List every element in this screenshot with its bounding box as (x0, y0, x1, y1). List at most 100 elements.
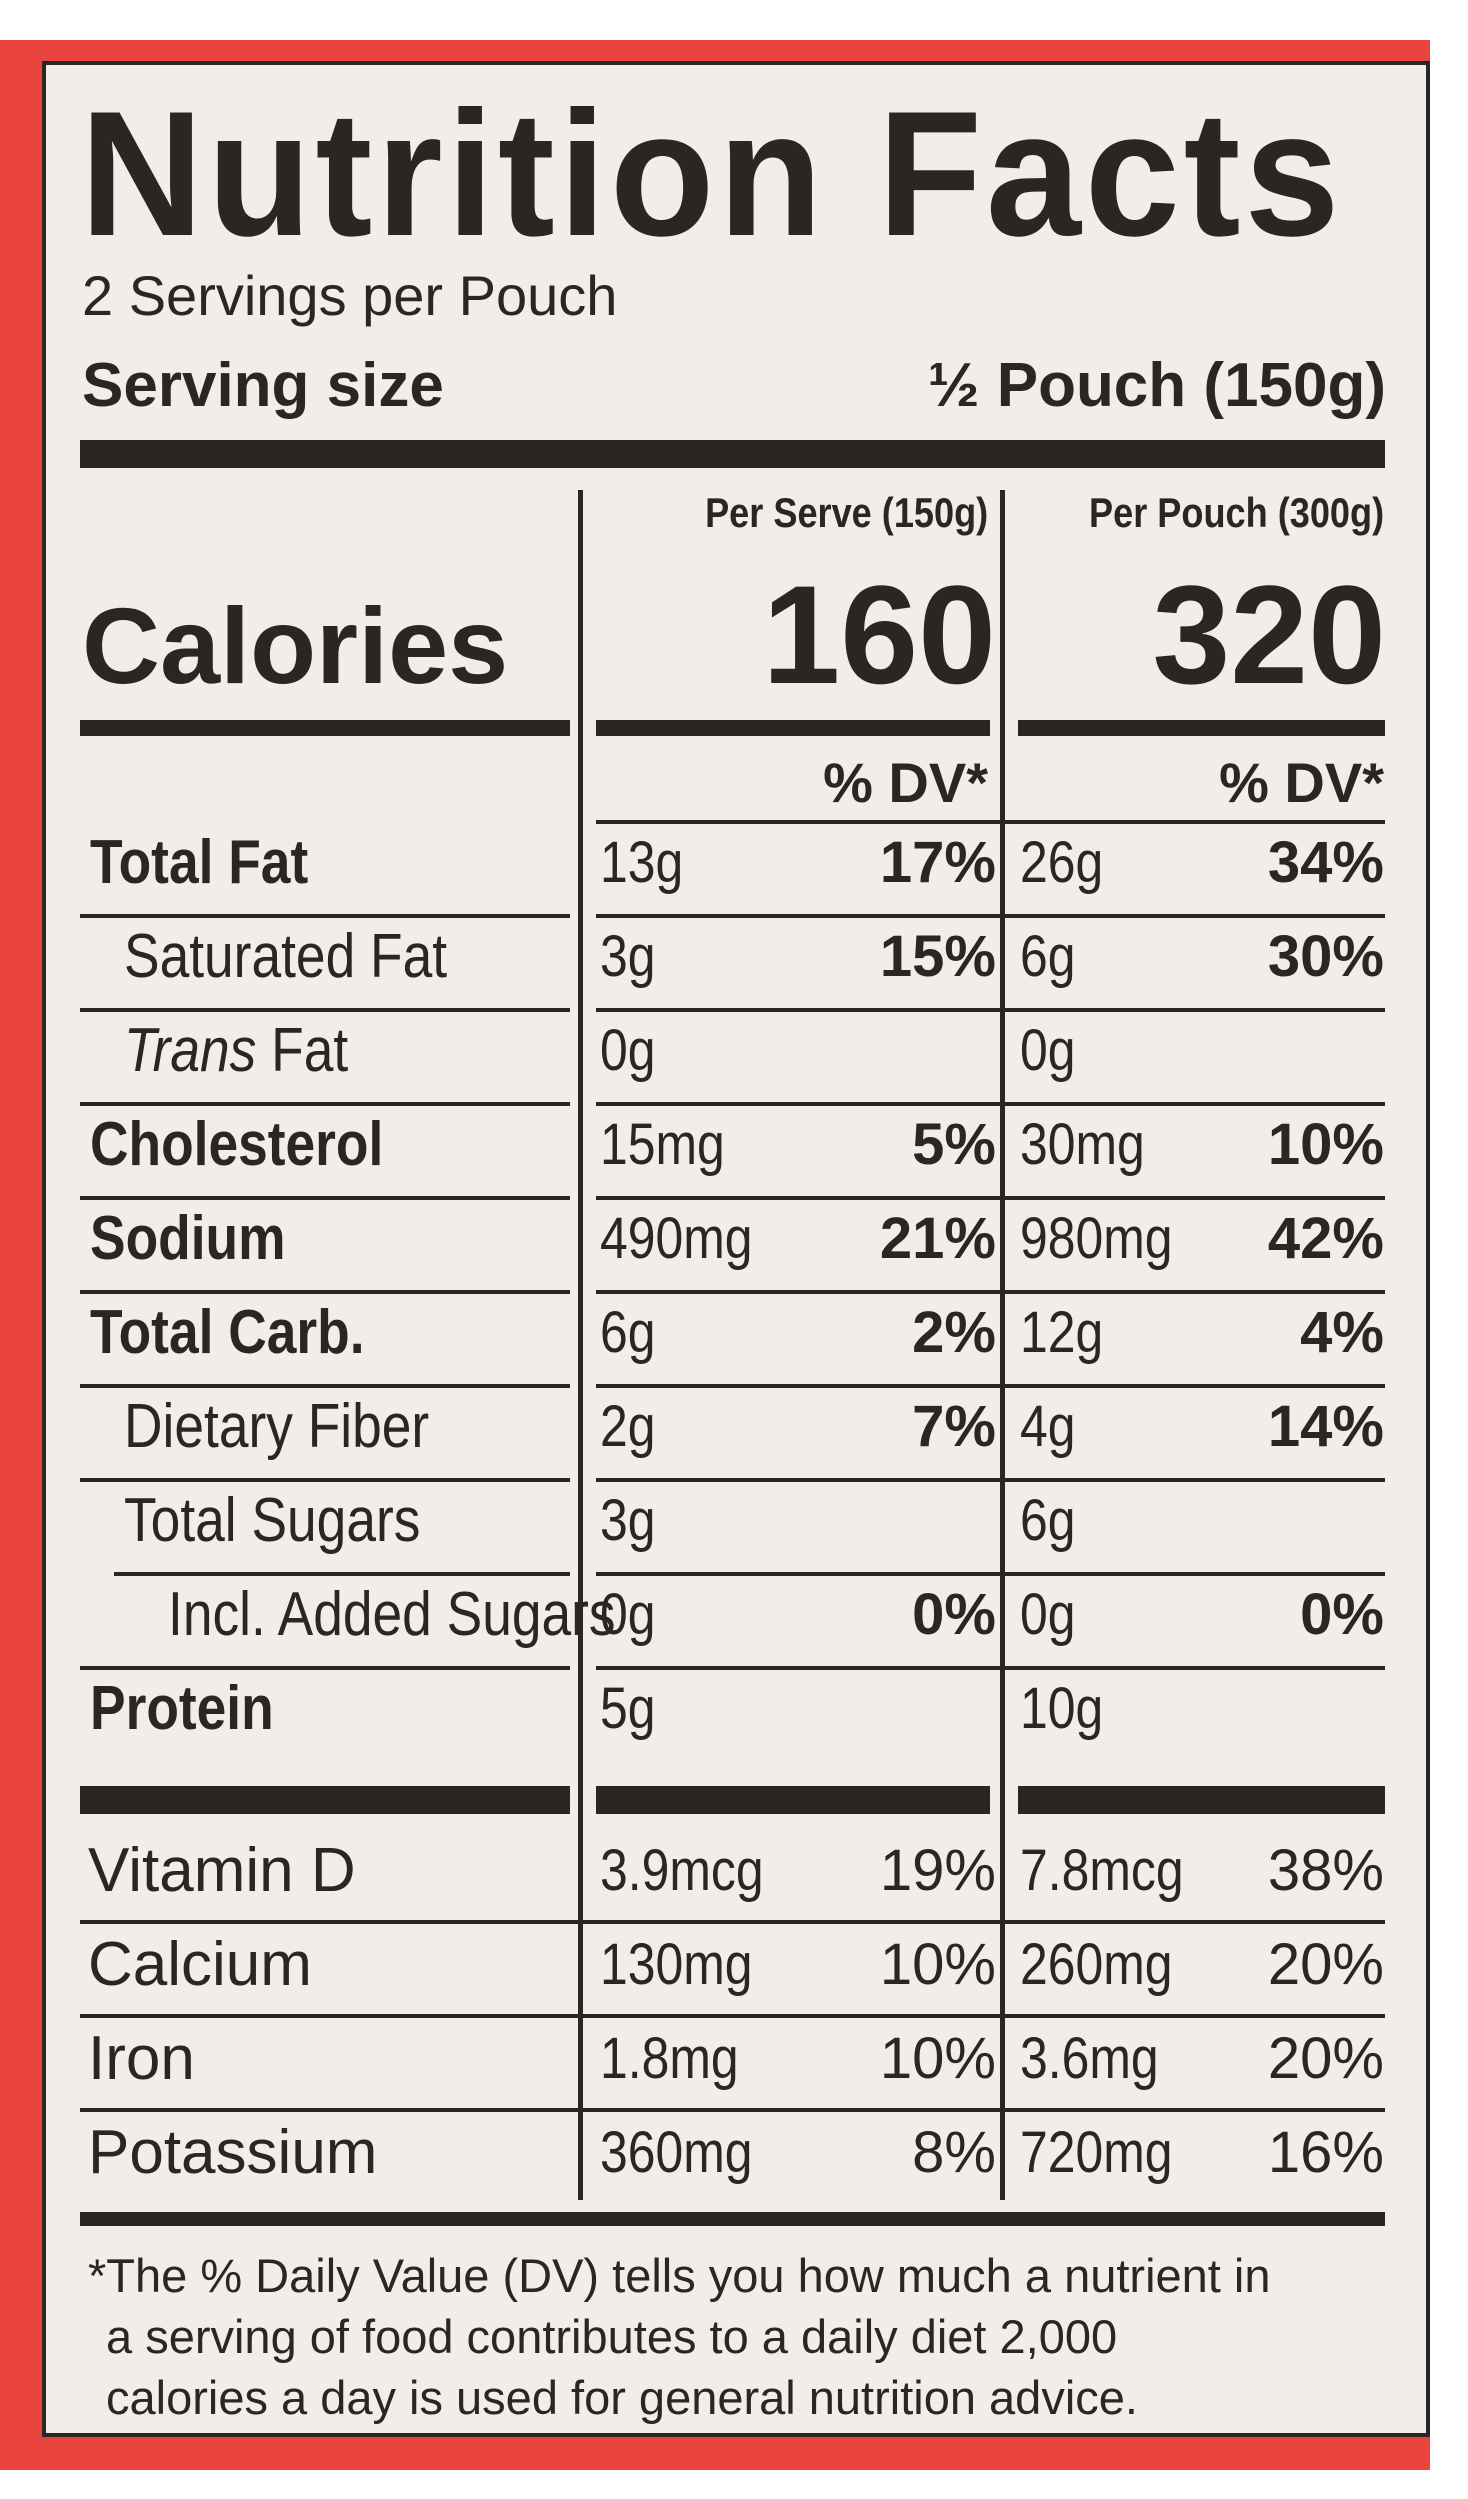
row-divider-label (80, 1666, 570, 1670)
row-divider-label (80, 1478, 570, 1482)
row-divider-label (80, 914, 570, 918)
package-edge (1430, 40, 1468, 2470)
vitamin-serve-amount: 130mg (600, 1932, 753, 1997)
dv-header-pouch: % DV* (1219, 751, 1384, 814)
footnote-line-3: calories a day is used for general nutri… (106, 2371, 1138, 2424)
nutrient-pouch-amount: 0g (1020, 1582, 1076, 1647)
serving-size-value: ½ Pouch (150g) (927, 351, 1386, 420)
row-divider-values (596, 1290, 1385, 1294)
nutrient-serve-amount: 13g (600, 830, 684, 895)
nutrient-serve-dv: 17% (879, 830, 996, 895)
vitamin-pouch-amount: 3.6mg (1020, 2026, 1159, 2091)
vitamin-serve-dv: 10% (879, 2026, 996, 2091)
calories-label: Calories (82, 585, 509, 706)
thick-divider-vitamins-mid (596, 1786, 990, 1814)
row-divider-values (596, 1572, 1385, 1576)
footnote-line-1: *The % Daily Value (DV) tells you how mu… (88, 2249, 1271, 2302)
nutrient-label: Sodium (90, 1208, 286, 1270)
calories-divider-mid (596, 720, 990, 736)
nutrient-label: Cholesterol (90, 1114, 383, 1176)
nutrient-label-prefix: Trans (124, 1016, 257, 1085)
column-divider-right (1000, 490, 1005, 2200)
row-divider-values (596, 914, 1385, 918)
vitamin-pouch-amount: 720mg (1020, 2120, 1173, 2185)
nutrient-label: Dietary Fiber (124, 1396, 429, 1458)
nutrient-serve-dv: 2% (912, 1300, 996, 1365)
row-divider-label (80, 1384, 570, 1388)
nutrient-serve-amount: 6g (600, 1300, 656, 1365)
nutrient-serve-amount: 5g (600, 1676, 656, 1741)
vitamin-pouch-dv: 38% (1267, 1838, 1384, 1903)
vitamin-row-divider (80, 2014, 1385, 2018)
thick-divider-bottom (80, 2212, 1385, 2226)
nutrient-serve-amount: 490mg (600, 1206, 753, 1271)
nutrient-label: Trans Fat (124, 1020, 348, 1082)
nutrient-name: Incl. Added Sugars (168, 1580, 616, 1649)
dv-footnote: *The % Daily Value (DV) tells you how mu… (88, 2245, 1388, 2428)
thick-divider-vitamins-right (1018, 1786, 1385, 1814)
servings-per-container: 2 Servings per Pouch (82, 264, 618, 327)
nutrient-name: Total Carb. (90, 1298, 365, 1367)
vitamin-pouch-amount: 7.8mcg (1020, 1838, 1184, 1903)
nutrient-name: Saturated Fat (124, 922, 448, 991)
vitamin-serve-amount: 1.8mg (600, 2026, 739, 2091)
row-divider-values (596, 1008, 1385, 1012)
column-divider-left (578, 490, 583, 2200)
nutrient-serve-amount: 15mg (600, 1112, 725, 1177)
nutrient-serve-amount: 0g (600, 1018, 656, 1083)
nutrient-name: Cholesterol (90, 1110, 384, 1179)
nutrient-serve-dv: 5% (912, 1112, 996, 1177)
vitamin-serve-dv: 8% (912, 2120, 996, 2185)
nutrient-pouch-dv: 34% (1267, 830, 1384, 895)
nutrient-pouch-dv: 30% (1267, 924, 1384, 989)
nutrient-pouch-amount: 10g (1020, 1676, 1104, 1741)
vitamin-pouch-amount: 260mg (1020, 1932, 1173, 1997)
dv-header-serve: % DV* (823, 751, 988, 814)
nutrient-serve-amount: 2g (600, 1394, 656, 1459)
nutrient-serve-amount: 3g (600, 924, 656, 989)
vitamin-row-divider (80, 2108, 1385, 2112)
nutrient-pouch-amount: 12g (1020, 1300, 1104, 1365)
nutrient-name: Dietary Fiber (124, 1392, 430, 1461)
row-divider-values (596, 820, 1385, 824)
vitamin-serve-amount: 360mg (600, 2120, 753, 2185)
nutrient-pouch-dv: 0% (1300, 1582, 1384, 1647)
per-serve-header: Per Serve (150g) (704, 489, 988, 536)
row-divider-values (596, 1102, 1385, 1106)
nutrient-serve-amount: 3g (600, 1488, 656, 1553)
nutrient-pouch-amount: 6g (1020, 924, 1076, 989)
vitamin-label: Calcium (88, 1930, 312, 1999)
row-divider-label (80, 1102, 570, 1106)
nutrient-serve-dv: 21% (879, 1206, 996, 1271)
nutrient-name: Total Fat (90, 828, 309, 897)
row-divider-label (80, 1008, 570, 1012)
nutrient-label: Incl. Added Sugars (168, 1584, 616, 1646)
row-divider-label (80, 1196, 570, 1200)
vitamin-serve-amount: 3.9mcg (600, 1838, 764, 1903)
footnote-line-2: a serving of food contributes to a daily… (106, 2310, 1118, 2363)
nutrient-pouch-dv: 4% (1300, 1300, 1384, 1365)
nutrient-serve-amount: 0g (600, 1582, 656, 1647)
calories-per-pouch: 320 (1152, 556, 1386, 713)
nutrient-serve-dv: 15% (879, 924, 996, 989)
panel-title: Nutrition Facts (80, 74, 1344, 273)
nutrient-serve-dv: 7% (912, 1394, 996, 1459)
vitamin-serve-dv: 19% (879, 1838, 996, 1903)
nutrient-label: Total Fat (90, 832, 308, 894)
thick-divider-vitamins-left (80, 1786, 570, 1814)
per-pouch-header: Per Pouch (300g) (1088, 489, 1384, 536)
nutrient-pouch-amount: 6g (1020, 1488, 1076, 1553)
nutrient-pouch-dv: 42% (1267, 1206, 1384, 1271)
row-divider-label (80, 1290, 570, 1294)
vitamin-label: Vitamin D (88, 1836, 356, 1905)
vitamin-pouch-dv: 20% (1267, 2026, 1384, 2091)
nutrient-label: Saturated Fat (124, 926, 447, 988)
nutrient-pouch-dv: 14% (1267, 1394, 1384, 1459)
nutrient-label: Total Carb. (90, 1302, 365, 1364)
vitamin-label: Potassium (88, 2118, 378, 2187)
nutrient-label: Protein (90, 1678, 274, 1740)
row-divider-values (596, 1666, 1385, 1670)
nutrient-name: Sodium (90, 1204, 286, 1273)
vitamin-pouch-dv: 16% (1267, 2120, 1384, 2185)
nutrient-label: Total Sugars (124, 1490, 420, 1552)
